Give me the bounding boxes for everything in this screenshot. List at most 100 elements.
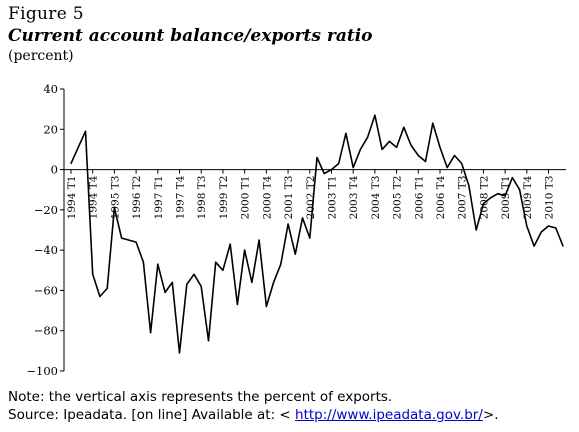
- data-point: [555, 227, 557, 229]
- data-point: [106, 287, 108, 290]
- data-point: [511, 177, 513, 179]
- data-point: [287, 223, 289, 225]
- chart-unit: (percent): [8, 48, 74, 64]
- source-link[interactable]: http://www.ipeadata.gov.br/: [295, 407, 483, 423]
- series-line: [70, 114, 564, 354]
- data-point: [330, 168, 333, 171]
- x-tick-label: 2009 T4: [522, 175, 534, 219]
- data-point: [157, 263, 159, 265]
- y-tick-label: −40: [34, 243, 58, 257]
- data-point: [352, 166, 354, 169]
- x-tick-label: 1997 T4: [175, 175, 187, 219]
- data-point: [258, 239, 260, 241]
- chart-note: Note: the vertical axis represents the p…: [8, 389, 393, 405]
- data-point: [222, 269, 224, 271]
- y-tick-label: 40: [43, 82, 58, 96]
- data-point: [417, 154, 419, 157]
- x-tick-label: 2003 T4: [348, 175, 360, 219]
- y-tick-label: 0: [51, 163, 58, 177]
- data-point: [244, 249, 246, 251]
- y-axis: 40 20 0 −20 −40 −60 −80 −100: [26, 82, 65, 378]
- data-point: [468, 185, 470, 187]
- data-point: [164, 291, 166, 294]
- source-prefix: Source: Ipeadata. [on line] Available at…: [8, 407, 296, 423]
- data-point: [70, 162, 72, 165]
- x-tick-label: 2000 T1: [240, 176, 252, 220]
- data-point: [461, 162, 463, 165]
- data-point: [526, 225, 528, 227]
- x-tick-label: 1998 T3: [196, 176, 208, 220]
- data-point: [142, 261, 144, 263]
- x-tick-label: 1997 T1: [153, 176, 165, 220]
- data-point: [504, 195, 506, 197]
- data-point: [121, 237, 123, 239]
- x-tick-label: 2001 T3: [283, 176, 295, 220]
- y-tick-label: −80: [34, 324, 58, 338]
- x-tick-label: 2006 T1: [413, 176, 425, 220]
- data-point: [272, 281, 275, 283]
- data-point: [562, 245, 564, 247]
- data-point: [77, 146, 79, 149]
- x-tick-label: 2003 T1: [326, 176, 338, 220]
- data-point: [309, 237, 311, 239]
- x-tick-label: 1995 T3: [109, 176, 121, 220]
- data-point: [497, 193, 499, 195]
- data-point: [338, 162, 340, 165]
- figure-label: Figure 5: [8, 4, 84, 24]
- data-point: [403, 126, 405, 128]
- data-point: [367, 136, 369, 138]
- x-tick-label: 1996 T2: [131, 176, 143, 220]
- data-point: [540, 231, 542, 233]
- data-point: [200, 285, 202, 287]
- data-point: [301, 217, 304, 219]
- data-point: [453, 154, 456, 157]
- data-point: [410, 144, 412, 146]
- data-point: [113, 207, 116, 209]
- data-point: [178, 352, 181, 354]
- chart-title: Current account balance/exports ratio: [8, 26, 373, 46]
- data-point: [92, 273, 94, 275]
- data-point: [149, 332, 152, 334]
- data-point: [294, 253, 296, 255]
- x-tick-label: 1994 T4: [88, 175, 100, 219]
- data-point: [446, 166, 448, 169]
- data-point: [186, 283, 188, 285]
- x-tick-label: 2006 T4: [435, 175, 447, 219]
- data-point: [316, 156, 318, 159]
- data-point: [359, 148, 362, 151]
- data-point: [99, 295, 101, 298]
- data-point: [432, 122, 434, 124]
- data-point: [547, 225, 550, 227]
- data-point: [171, 281, 173, 283]
- x-tick-label: 1994 T1: [66, 176, 78, 220]
- data-point: [229, 243, 231, 245]
- data-point: [280, 263, 282, 265]
- data-point: [395, 146, 398, 149]
- y-tick-label: −60: [34, 283, 58, 297]
- data-point: [482, 203, 485, 205]
- data-point: [374, 114, 376, 116]
- data-point: [388, 140, 390, 142]
- data-point: [345, 132, 347, 134]
- x-tick-label: 2010 T3: [544, 176, 556, 220]
- x-tick-label: 2000 T4: [261, 175, 273, 219]
- data-point: [215, 261, 217, 263]
- data-point: [518, 189, 521, 191]
- y-tick-label: −100: [26, 364, 58, 378]
- data-point: [84, 130, 87, 132]
- data-point: [128, 239, 130, 241]
- chart-source: Source: Ipeadata. [on line] Available at…: [8, 407, 499, 423]
- x-tick-label: 2007 T3: [457, 176, 469, 220]
- data-point: [135, 241, 137, 243]
- y-tick-label: −20: [34, 203, 58, 217]
- data-point: [475, 229, 477, 231]
- data-point: [265, 305, 267, 308]
- data-point: [323, 173, 325, 175]
- data-point: [251, 281, 253, 283]
- series: [70, 114, 564, 354]
- data-point: [439, 146, 441, 149]
- data-point: [533, 245, 535, 247]
- data-point: [424, 160, 427, 163]
- data-point: [236, 303, 239, 306]
